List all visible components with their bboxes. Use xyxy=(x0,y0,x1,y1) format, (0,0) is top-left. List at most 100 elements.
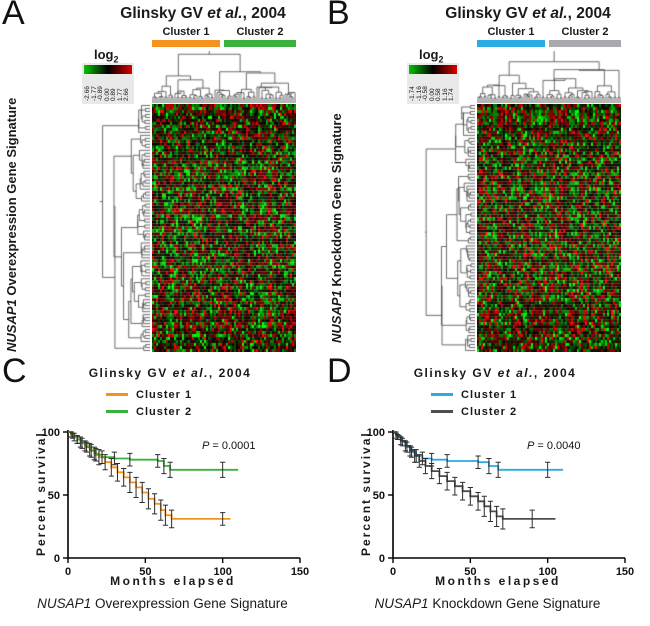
panel-b-title: Glinsky GV et al., 2004 xyxy=(411,5,645,23)
gene-signature-axis-label: NUSAP1 Knockdown Gene Signature xyxy=(329,104,347,352)
p-value: P = 0.0040 xyxy=(527,440,581,452)
legend-label: Cluster 1 xyxy=(136,388,193,401)
gene-name: NUSAP1 xyxy=(37,596,92,611)
legend-item-cluster1: Cluster 1 xyxy=(431,386,517,403)
svg-text:50: 50 xyxy=(48,490,60,502)
panel-a: A Glinsky GV et al., 2004 log2 -2.66 -1.7… xyxy=(0,0,325,358)
gene-name: NUSAP1 xyxy=(374,596,429,611)
legend-item-cluster2: Cluster 2 xyxy=(431,403,517,420)
column-dendrogram xyxy=(152,49,296,103)
panel-d-letter: D xyxy=(327,352,352,390)
title-etal: et al. xyxy=(207,5,243,22)
gene-name: NUSAP1 xyxy=(4,299,19,352)
row-dendrogram xyxy=(98,104,150,352)
title-text: Glinsky GV xyxy=(445,5,533,22)
svg-text:0: 0 xyxy=(379,553,385,565)
cluster2-line-swatch xyxy=(106,410,128,413)
svg-text:100: 100 xyxy=(367,427,385,439)
title-etal: et al. xyxy=(532,5,568,22)
gene-name: NUSAP1 xyxy=(329,290,344,343)
x-axis-label: Months elapsed xyxy=(110,574,236,588)
cluster2-line-swatch xyxy=(431,410,453,413)
scale-tick: 2.66 xyxy=(123,88,131,101)
svg-text:50: 50 xyxy=(464,566,476,578)
panel-d-title: Glinsky GV et al., 2004 xyxy=(370,366,620,380)
log-sub: 2 xyxy=(113,54,119,65)
title-text: Glinsky GV xyxy=(413,366,498,380)
title-etal: et al. xyxy=(497,366,534,380)
cluster2-bar xyxy=(549,40,621,47)
chart-legend: Cluster 1 Cluster 2 xyxy=(106,386,192,420)
p-symbol: P xyxy=(202,440,210,452)
panel-caption: NUSAP1 Knockdown Gene Signature xyxy=(325,596,650,611)
title-year: , 2004 xyxy=(242,5,286,22)
survival-chart: 0 50 100 150 0 50 100 xyxy=(367,427,635,578)
log-sub: 2 xyxy=(438,54,444,65)
color-scale-legend: -1.74 -1.16 -0.58 0.00 0.58 1.16 1.74 xyxy=(407,63,459,104)
column-dendrogram xyxy=(477,49,621,103)
cluster1-line-swatch xyxy=(106,393,128,396)
x-axis-label: Months elapsed xyxy=(435,574,561,588)
panel-b: B Glinsky GV et al., 2004 log2 -1.74 -1.1… xyxy=(325,0,650,358)
title-text: Glinsky GV xyxy=(120,5,208,22)
svg-text:150: 150 xyxy=(291,566,309,578)
title-year: , 2004 xyxy=(533,366,577,380)
scale-tick: 1.74 xyxy=(448,88,456,101)
legend-item-cluster1: Cluster 1 xyxy=(106,386,192,403)
svg-text:150: 150 xyxy=(616,566,634,578)
log2-label: log2 xyxy=(94,47,119,65)
gene-signature-axis-label: NUSAP1 Overexpression Gene Signature xyxy=(4,98,22,352)
color-gradient-bar xyxy=(409,65,457,74)
svg-text:100: 100 xyxy=(538,566,556,578)
svg-text:100: 100 xyxy=(213,566,231,578)
panel-b-letter: B xyxy=(327,0,350,32)
svg-text:50: 50 xyxy=(373,490,385,502)
title-etal: et al. xyxy=(172,366,209,380)
panel-a-title: Glinsky GV et al., 2004 xyxy=(86,5,320,23)
panel-caption: NUSAP1 Overexpression Gene Signature xyxy=(0,596,325,611)
svg-text:0: 0 xyxy=(54,553,60,565)
title-year: , 2004 xyxy=(567,5,611,22)
panel-d: D Glinsky GV et al., 2004 Cluster 1 Clus… xyxy=(325,352,650,626)
cluster1-label: Cluster 1 xyxy=(487,26,535,38)
color-scale-legend: -2.66 -1.77 -0.89 0.00 0.89 1.77 2.66 xyxy=(82,63,134,104)
cluster2-bar xyxy=(224,40,296,47)
cluster1-bar xyxy=(477,40,545,47)
panel-c: C Glinsky GV et al., 2004 Cluster 1 Clus… xyxy=(0,352,325,626)
cluster2-label: Cluster 2 xyxy=(561,26,609,38)
cluster1-bar xyxy=(152,40,220,47)
caption-rest: Overexpression Gene Signature xyxy=(91,596,288,611)
title-text: Glinsky GV xyxy=(88,366,173,380)
caption-rest: Knockdown Gene Signature xyxy=(428,596,601,611)
title-year: , 2004 xyxy=(208,366,252,380)
panel-c-letter: C xyxy=(2,352,27,390)
svg-text:0: 0 xyxy=(65,566,71,578)
cluster1-line-swatch xyxy=(431,393,453,396)
panel-c-title: Glinsky GV et al., 2004 xyxy=(45,366,295,380)
chart-legend: Cluster 1 Cluster 2 xyxy=(431,386,517,420)
cluster2-label: Cluster 2 xyxy=(236,26,284,38)
svg-text:100: 100 xyxy=(42,427,60,439)
p-value: P = 0.0001 xyxy=(202,440,256,452)
log2-label: log2 xyxy=(419,47,444,65)
cluster1-label: Cluster 1 xyxy=(162,26,210,38)
p-symbol: P xyxy=(527,440,535,452)
log-text: log xyxy=(94,47,114,62)
p-number: = 0.0001 xyxy=(209,440,256,452)
gene-label-rest: Overexpression Gene Signature xyxy=(4,97,19,300)
svg-text:0: 0 xyxy=(390,566,396,578)
gene-label-rest: Knockdown Gene Signature xyxy=(329,113,344,291)
legend-label: Cluster 2 xyxy=(461,405,518,418)
color-scale-ticks: -1.74 -1.16 -0.58 0.00 0.58 1.16 1.74 xyxy=(409,75,457,101)
svg-text:50: 50 xyxy=(139,566,151,578)
survival-chart: 0 50 100 150 0 50 100 xyxy=(42,427,310,578)
legend-label: Cluster 2 xyxy=(136,405,193,418)
row-dendrogram xyxy=(423,104,475,352)
p-number: = 0.0040 xyxy=(534,440,581,452)
expression-heatmap xyxy=(477,104,621,352)
expression-heatmap xyxy=(152,104,296,352)
legend-item-cluster2: Cluster 2 xyxy=(106,403,192,420)
log-text: log xyxy=(419,47,439,62)
color-scale-ticks: -2.66 -1.77 -0.89 0.00 0.89 1.77 2.66 xyxy=(84,75,132,101)
